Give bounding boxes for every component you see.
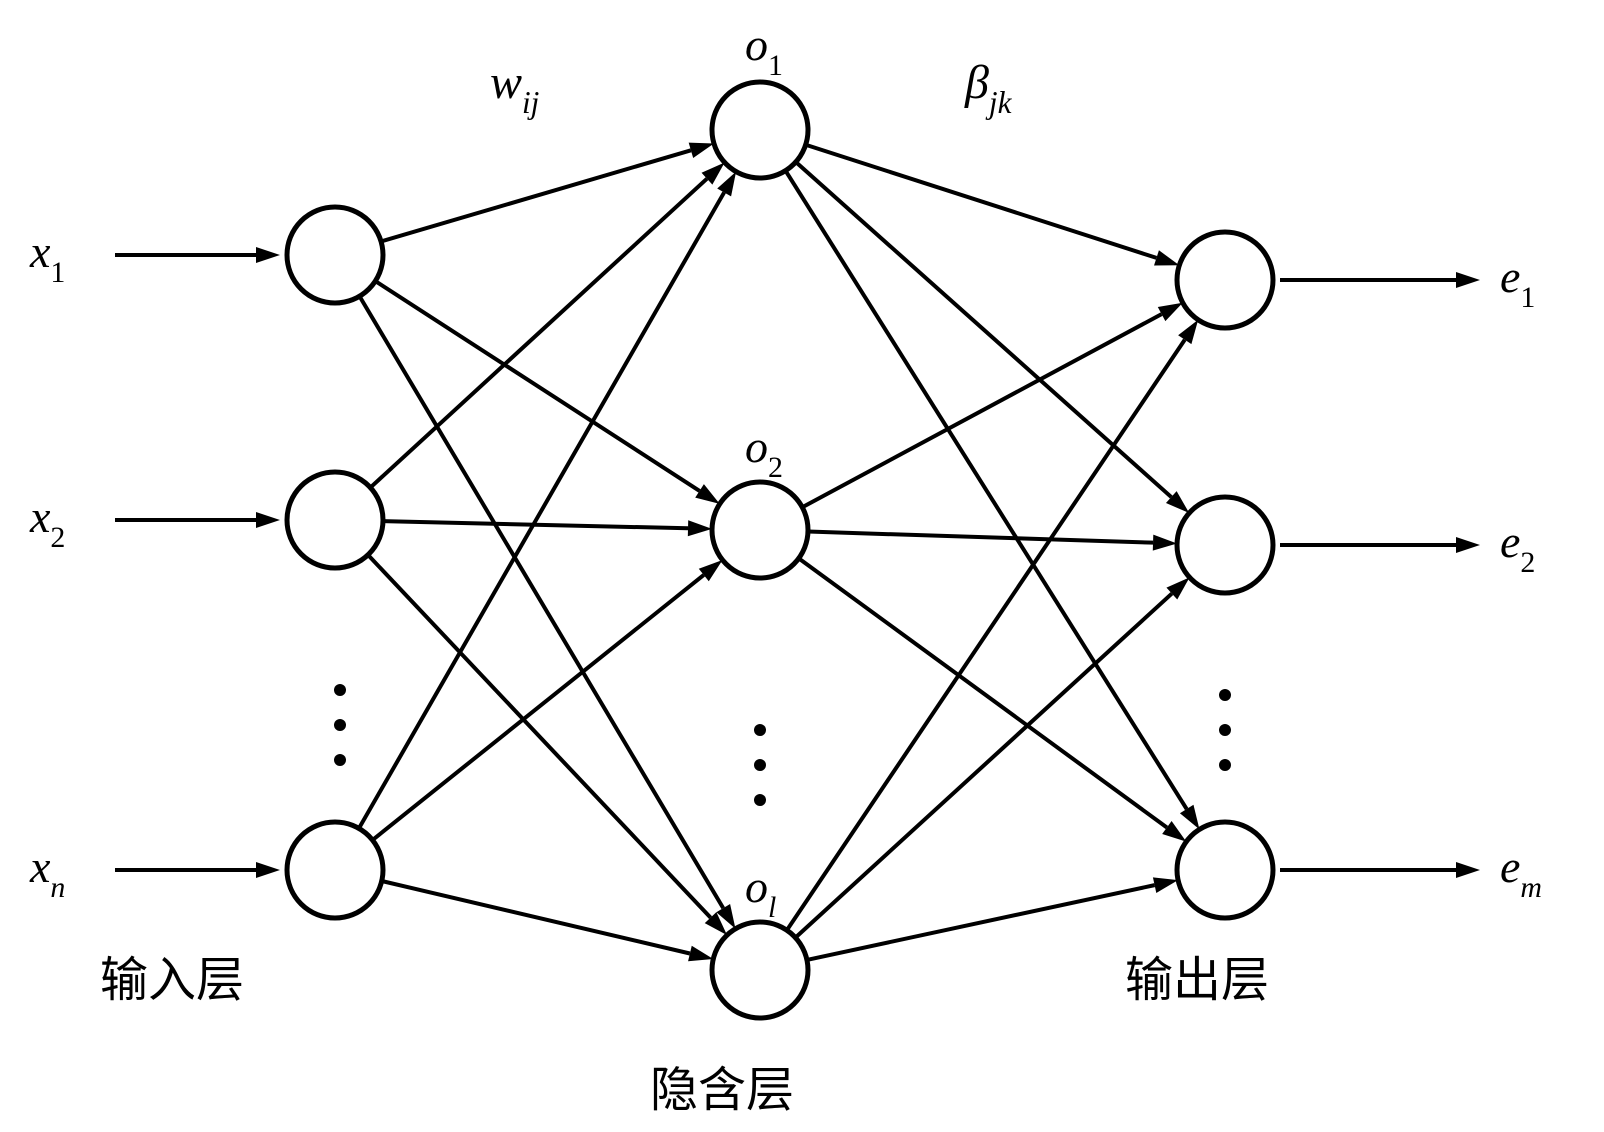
- hidden-node: [712, 482, 808, 578]
- hidden-o1-label: o1: [745, 18, 783, 78]
- hidden-layer-label: 隐含层: [650, 1050, 794, 1120]
- output-e1-label: e1: [1500, 250, 1535, 310]
- input-x2-label: x2: [30, 490, 65, 550]
- diagram-stage: 输入层 隐含层 输出层 wij βjk x1 x2 xn e1 e2 em o1…: [0, 0, 1604, 1132]
- output-node: [1177, 232, 1273, 328]
- input-x1-label: x1: [30, 225, 65, 285]
- hidden-node: [712, 922, 808, 1018]
- hidden-o2-label: o2: [745, 420, 783, 480]
- weight-beta-label: βjk: [965, 55, 1011, 117]
- input-xn-label: xn: [30, 840, 65, 900]
- input-node: [287, 822, 383, 918]
- input-node: [287, 207, 383, 303]
- output-layer-label: 输出层: [1125, 940, 1269, 1010]
- input-layer-label: 输入层: [100, 940, 244, 1010]
- input-node: [287, 472, 383, 568]
- output-node: [1177, 497, 1273, 593]
- output-e2-label: e2: [1500, 515, 1535, 575]
- weight-w-label: wij: [490, 55, 539, 117]
- output-node: [1177, 822, 1273, 918]
- hidden-node: [712, 82, 808, 178]
- hidden-ol-label: ol: [745, 860, 776, 920]
- nodes-group: [287, 82, 1273, 1018]
- output-em-label: em: [1500, 840, 1542, 900]
- ellipsis-group: [334, 684, 1231, 806]
